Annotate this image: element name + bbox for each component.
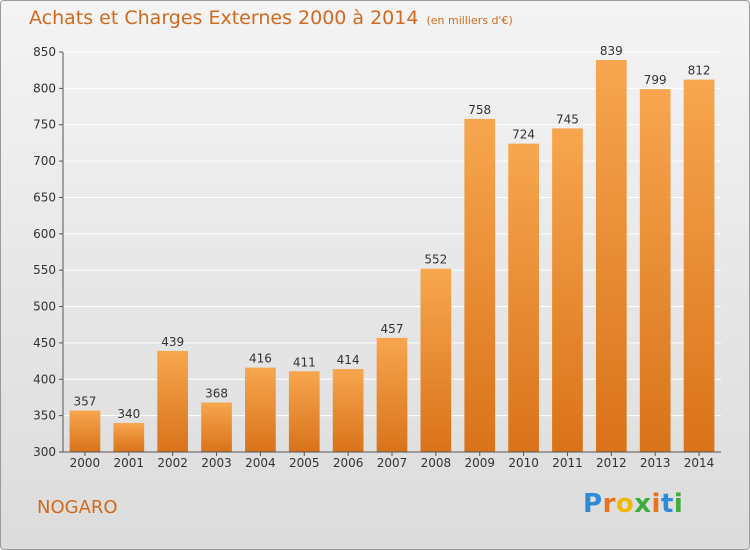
y-tick-label: 500 [33,300,56,314]
logo-letter: P [583,489,603,519]
bar [595,60,627,452]
bar-value-label: 457 [381,322,404,336]
place-name: NOGARO [37,497,118,518]
bar [157,350,189,452]
y-tick-label: 450 [33,336,56,350]
logo-letter: i [673,489,684,519]
x-tick-label: 2000 [70,456,101,470]
logo-letter: o [615,489,635,519]
bar [288,371,320,452]
x-tick-label: 2011 [552,456,583,470]
bar [245,367,276,452]
bar-value-label: 439 [161,335,184,349]
x-tick-label: 2003 [201,456,232,470]
bar-value-label: 411 [293,355,316,369]
proxiti-logo[interactable]: Proxiti [583,489,683,519]
y-tick-label: 600 [33,227,56,241]
chart-subtitle: (en milliers d'€) [426,14,513,27]
bar [552,128,583,452]
bar [508,143,539,453]
x-tick-label: 2010 [508,456,539,470]
bar-value-label: 340 [117,407,140,421]
bar [201,402,232,452]
bar-value-label: 758 [468,103,491,117]
bars-layer [69,60,715,453]
y-tick-label: 750 [33,118,56,132]
bar [683,79,715,453]
bar-value-label: 414 [337,353,360,367]
y-tick-label: 800 [33,81,56,95]
logo-letter: x [634,489,652,519]
bar [464,118,496,452]
bar-value-label: 799 [644,73,667,87]
bar-value-label: 416 [249,352,272,366]
y-tick-label: 350 [33,409,56,423]
logo-letter: i [651,489,661,519]
value-labels-layer: 357 340 439 368 416 411 414 457 552 758 724 745 839 7… [73,44,710,421]
bar [639,89,671,452]
x-tick-label: 2014 [684,456,715,470]
x-tick-label: 2013 [640,456,671,470]
bar-value-label: 745 [556,112,579,126]
bar [332,369,364,452]
bar-value-label: 812 [688,64,711,78]
bar [69,410,101,452]
bar [376,337,408,452]
bar-value-label: 724 [512,128,535,142]
x-tick-label: 2009 [464,456,495,470]
logo-letter: r [602,489,616,519]
x-tick-label: 2004 [245,456,276,470]
logo-letter: t [660,489,674,519]
axis-layer: 300 350 400 450 500 550 600 650 700 750 800 850 2000… [33,45,721,470]
x-tick-label: 2008 [421,456,452,470]
y-tick-label: 700 [33,154,56,168]
bar [113,422,145,452]
x-tick-label: 2001 [114,456,145,470]
bar-value-label: 357 [73,395,96,409]
y-tick-label: 400 [33,372,56,386]
x-tick-label: 2007 [377,456,408,470]
x-tick-label: 2006 [333,456,364,470]
x-tick-label: 2005 [289,456,320,470]
chart-title: Achats et Charges Externes 2000 à 2014 (e… [29,7,513,29]
y-tick-label: 300 [33,445,56,459]
x-tick-label: 2012 [596,456,627,470]
y-tick-label: 850 [33,45,56,59]
bar [420,268,452,452]
bar-value-label: 839 [600,44,623,58]
bar-value-label: 368 [205,387,228,401]
y-tick-label: 550 [33,263,56,277]
y-tick-label: 650 [33,190,56,204]
x-tick-label: 2002 [157,456,188,470]
bar-value-label: 552 [424,253,447,267]
chart-title-text: Achats et Charges Externes 2000 à 2014 [29,7,419,29]
